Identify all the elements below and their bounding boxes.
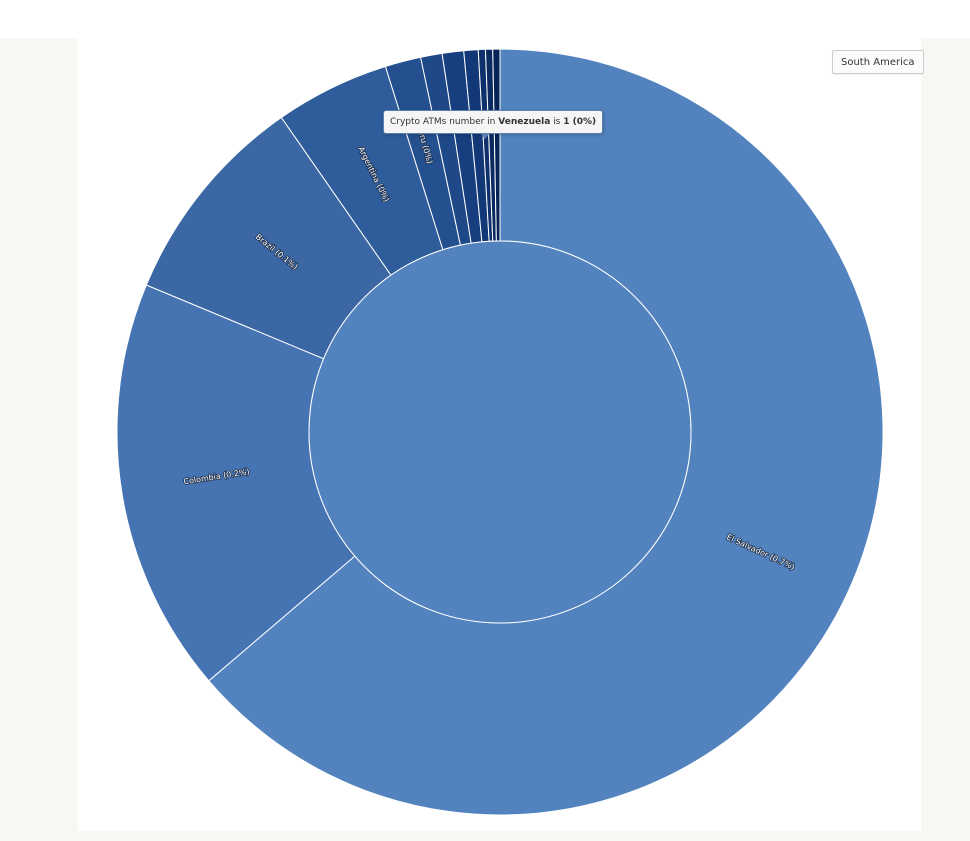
- tooltip-middle: is: [553, 117, 561, 127]
- tooltip: Crypto ATMs number in Venezuela is 1 (0%…: [383, 110, 604, 139]
- outer-ring: [116, 48, 884, 816]
- tooltip-arrow: [480, 133, 490, 139]
- region-button[interactable]: South America: [832, 50, 924, 74]
- center-segment[interactable]: [308, 240, 692, 624]
- tooltip-country: Venezuela: [498, 117, 551, 127]
- tooltip-value: 1 (0%): [563, 117, 597, 127]
- tooltip-prefix: Crypto ATMs number in: [390, 117, 496, 127]
